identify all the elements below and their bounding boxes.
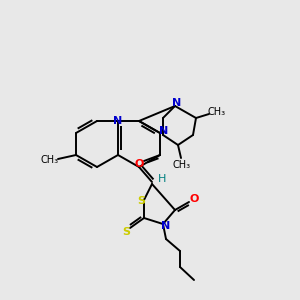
Text: N: N	[172, 98, 182, 108]
Text: N: N	[159, 126, 169, 136]
Text: N: N	[113, 116, 123, 126]
Text: O: O	[189, 194, 199, 204]
Text: CH₃: CH₃	[208, 107, 226, 117]
Text: N: N	[161, 221, 171, 231]
Text: H: H	[158, 174, 166, 184]
Text: O: O	[134, 159, 144, 169]
Text: S: S	[137, 196, 145, 206]
Text: S: S	[122, 227, 130, 237]
Text: CH₃: CH₃	[41, 155, 59, 165]
Text: CH₃: CH₃	[173, 160, 191, 170]
